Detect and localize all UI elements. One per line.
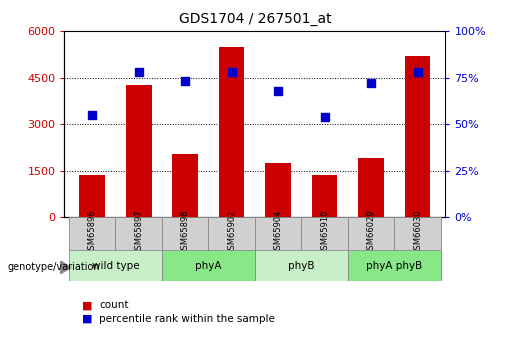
Bar <box>265 163 291 217</box>
Point <box>274 88 282 93</box>
Point <box>367 80 375 86</box>
Point <box>134 69 143 75</box>
Bar <box>301 217 348 250</box>
Bar <box>79 175 105 217</box>
Bar <box>312 175 337 217</box>
Bar <box>219 47 245 217</box>
Text: GSM65904: GSM65904 <box>273 209 283 255</box>
Text: GSM65896: GSM65896 <box>88 209 97 255</box>
Text: GSM65910: GSM65910 <box>320 209 329 255</box>
Text: ■: ■ <box>82 300 93 310</box>
Bar <box>173 154 198 217</box>
Text: ■: ■ <box>82 314 93 324</box>
Bar <box>255 217 301 250</box>
Point <box>414 69 422 75</box>
Bar <box>348 250 441 281</box>
Bar <box>255 250 348 281</box>
Bar <box>69 250 162 281</box>
Bar <box>209 217 255 250</box>
Bar <box>358 158 384 217</box>
Text: percentile rank within the sample: percentile rank within the sample <box>99 314 275 324</box>
Point <box>320 114 329 119</box>
Bar <box>126 85 151 217</box>
Text: GSM65897: GSM65897 <box>134 209 143 255</box>
Text: GSM65898: GSM65898 <box>181 209 190 255</box>
Text: phyA: phyA <box>195 261 221 270</box>
Text: wild type: wild type <box>92 261 140 270</box>
Bar <box>405 56 431 217</box>
Point <box>181 79 190 84</box>
Bar <box>69 217 115 250</box>
Text: GSM66029: GSM66029 <box>367 209 375 255</box>
Text: count: count <box>99 300 128 310</box>
Point <box>88 112 96 118</box>
Text: phyB: phyB <box>288 261 315 270</box>
Bar <box>348 217 394 250</box>
Title: GDS1704 / 267501_at: GDS1704 / 267501_at <box>179 12 331 26</box>
Text: GSM66030: GSM66030 <box>413 209 422 255</box>
Point <box>228 69 236 75</box>
Text: GSM65902: GSM65902 <box>227 209 236 255</box>
Text: phyA phyB: phyA phyB <box>366 261 422 270</box>
Bar <box>115 217 162 250</box>
Text: genotype/variation: genotype/variation <box>8 263 100 272</box>
Bar <box>162 250 255 281</box>
Bar <box>394 217 441 250</box>
Bar <box>162 217 209 250</box>
